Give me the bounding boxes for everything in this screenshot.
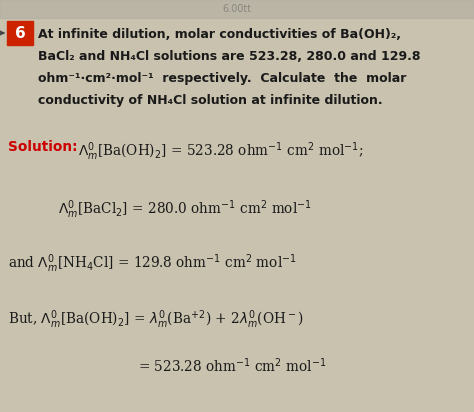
Text: $\Lambda^0_m$[BaCl$_2$] = 280.0 ohm$^{-1}$ cm$^2$ mol$^{-1}$: $\Lambda^0_m$[BaCl$_2$] = 280.0 ohm$^{-1…	[58, 198, 312, 220]
Text: BaCl₂ and NH₄Cl solutions are 523.28, 280.0 and 129.8: BaCl₂ and NH₄Cl solutions are 523.28, 28…	[38, 50, 420, 63]
Text: conductivity of NH₄Cl solution at infinite dilution.: conductivity of NH₄Cl solution at infini…	[38, 94, 383, 107]
Text: 6.00tt: 6.00tt	[222, 4, 252, 14]
Text: At infinite dilution, molar conductivities of Ba(OH)₂,: At infinite dilution, molar conductiviti…	[38, 28, 401, 41]
Text: = 523.28 ohm$^{-1}$ cm$^2$ mol$^{-1}$: = 523.28 ohm$^{-1}$ cm$^2$ mol$^{-1}$	[138, 356, 327, 375]
FancyBboxPatch shape	[7, 21, 33, 45]
Text: 6: 6	[15, 26, 26, 40]
Text: and $\Lambda^0_m$[NH$_4$Cl] = 129.8 ohm$^{-1}$ cm$^2$ mol$^{-1}$: and $\Lambda^0_m$[NH$_4$Cl] = 129.8 ohm$…	[8, 252, 297, 275]
Text: Solution:: Solution:	[8, 140, 78, 154]
Text: $\Lambda^0_m$[Ba(OH)$_2$] = 523.28 ohm$^{-1}$ cm$^2$ mol$^{-1}$;: $\Lambda^0_m$[Ba(OH)$_2$] = 523.28 ohm$^…	[78, 140, 364, 163]
Text: But, $\Lambda^0_m$[Ba(OH)$_2$] = $\lambda^0_m$(Ba$^{+2}$) + 2$\lambda^0_m$(OH$^-: But, $\Lambda^0_m$[Ba(OH)$_2$] = $\lambd…	[8, 308, 304, 330]
Text: ohm⁻¹·cm²·mol⁻¹  respectively.  Calculate  the  molar: ohm⁻¹·cm²·mol⁻¹ respectively. Calculate …	[38, 72, 406, 85]
